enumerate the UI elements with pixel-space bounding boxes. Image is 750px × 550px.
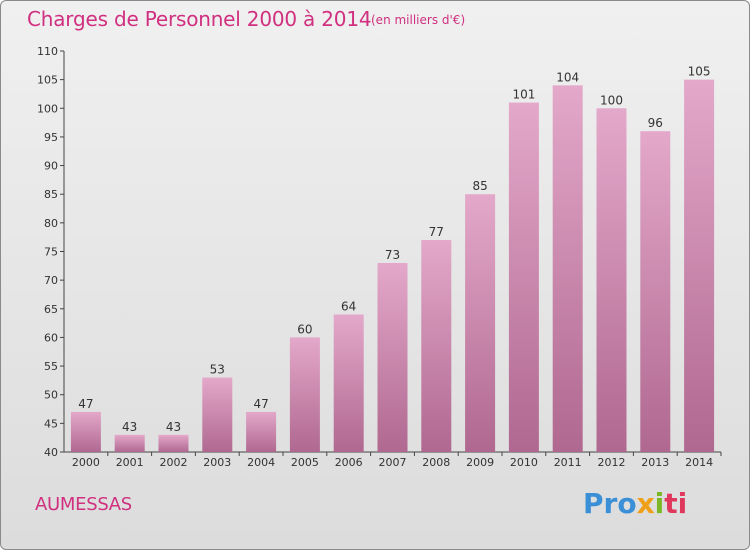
bar bbox=[289, 337, 320, 452]
y-tick-label: 90 bbox=[44, 160, 58, 173]
y-tick-label: 55 bbox=[44, 360, 58, 373]
data-label: 47 bbox=[253, 397, 268, 411]
x-tick-label: 2006 bbox=[335, 456, 363, 469]
y-tick-label: 105 bbox=[37, 74, 58, 87]
y-tick-label: 95 bbox=[44, 131, 58, 144]
bar bbox=[158, 434, 189, 452]
x-tick-label: 2011 bbox=[554, 456, 582, 469]
data-label: 47 bbox=[78, 397, 93, 411]
data-label: 60 bbox=[297, 322, 312, 336]
x-tick-label: 2003 bbox=[203, 456, 231, 469]
data-label: 43 bbox=[166, 420, 181, 434]
y-axis: 40 45 50 55 60 65 70 75 80 85 90 95 100 105 110 bbox=[37, 45, 65, 459]
bar bbox=[202, 377, 233, 452]
chart-title: Charges de Personnel 2000 à 2014 bbox=[27, 7, 372, 31]
logo-part-1: Pro bbox=[583, 487, 637, 520]
bar bbox=[421, 240, 452, 452]
x-tick-label: 2005 bbox=[291, 456, 319, 469]
y-tick-label: 80 bbox=[44, 217, 58, 230]
x-tick-label: 2009 bbox=[466, 456, 494, 469]
data-labels: 47 43 43 53 47 60 64 73 77 85 101 104 100 96 105 bbox=[78, 65, 710, 434]
data-label: 53 bbox=[210, 363, 225, 377]
data-label: 43 bbox=[122, 420, 137, 434]
y-tick-label: 60 bbox=[44, 331, 58, 344]
x-tick-label: 2000 bbox=[72, 456, 100, 469]
data-label: 64 bbox=[341, 300, 356, 314]
bar bbox=[377, 262, 408, 452]
commune-name: AUMESSAS bbox=[35, 494, 132, 515]
bar bbox=[246, 411, 277, 452]
y-tick-label: 100 bbox=[37, 102, 58, 115]
y-tick-label: 85 bbox=[44, 188, 58, 201]
bar bbox=[465, 194, 496, 452]
y-tick-label: 75 bbox=[44, 246, 58, 259]
bar bbox=[70, 411, 101, 452]
data-label: 85 bbox=[472, 179, 487, 193]
x-tick-label: 2012 bbox=[598, 456, 626, 469]
x-tick-label: 2010 bbox=[510, 456, 538, 469]
data-label: 73 bbox=[385, 248, 400, 262]
x-tick-label: 2001 bbox=[116, 456, 144, 469]
data-label: 96 bbox=[648, 116, 663, 130]
x-tick-label: 2002 bbox=[160, 456, 188, 469]
y-tick-label: 45 bbox=[44, 417, 58, 430]
bar bbox=[640, 131, 671, 452]
x-tick-label: 2004 bbox=[247, 456, 275, 469]
bars bbox=[70, 79, 715, 453]
logo-part-4: ti bbox=[664, 487, 688, 520]
data-label: 105 bbox=[688, 65, 711, 79]
x-tick-label: 2014 bbox=[685, 456, 713, 469]
data-label: 77 bbox=[429, 225, 444, 239]
logo-part-2: x bbox=[636, 487, 655, 520]
bar bbox=[333, 314, 364, 452]
y-tick-label: 40 bbox=[44, 446, 58, 459]
bar bbox=[508, 102, 539, 453]
bar bbox=[596, 108, 627, 453]
bar bbox=[684, 79, 715, 453]
x-axis: 2000 2001 2002 2003 2004 2005 2006 2007 2008 2009… bbox=[64, 451, 722, 469]
bar bbox=[114, 434, 145, 452]
y-tick-label: 70 bbox=[44, 274, 58, 287]
logo-part-3: i bbox=[654, 487, 665, 520]
x-tick-label: 2007 bbox=[379, 456, 407, 469]
y-tick-label: 65 bbox=[44, 303, 58, 316]
bar bbox=[552, 85, 583, 452]
proxiti-logo[interactable]: Proxiti bbox=[583, 487, 687, 520]
data-label: 101 bbox=[512, 88, 535, 102]
x-tick-label: 2008 bbox=[422, 456, 450, 469]
x-tick-label: 2013 bbox=[641, 456, 669, 469]
chart-subtitle: (en milliers d'€) bbox=[371, 13, 466, 27]
data-label: 100 bbox=[600, 93, 623, 107]
y-tick-label: 110 bbox=[37, 45, 58, 58]
y-tick-label: 50 bbox=[44, 389, 58, 402]
data-label: 104 bbox=[556, 70, 579, 84]
